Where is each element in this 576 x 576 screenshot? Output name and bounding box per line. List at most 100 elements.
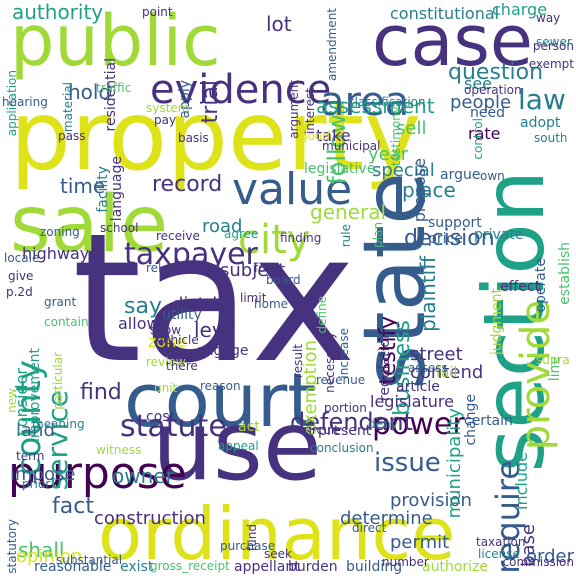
word-sale: sale <box>10 180 169 270</box>
word-shall: shall <box>18 538 65 562</box>
word-adopt: adopt <box>520 115 561 131</box>
word-classification: classification <box>348 95 426 109</box>
word-supra: supra <box>536 353 570 367</box>
word-authorize: authorize <box>422 559 488 575</box>
word-burden: burden <box>288 559 338 575</box>
word-traffic: traffic <box>96 81 132 95</box>
word-p-2d: p.2d <box>6 285 33 299</box>
word-hold: hold <box>68 80 112 104</box>
word-municipal: municipal <box>322 139 381 153</box>
word-meaning: meaning <box>32 417 85 431</box>
word-limit: limit <box>240 291 267 305</box>
word-prior: prior <box>22 477 51 491</box>
word-portion: portion <box>324 401 367 415</box>
word-increase: increase <box>337 328 351 379</box>
word-assessment: assessment <box>316 94 435 118</box>
word-rel: rel <box>146 261 162 275</box>
word-contend: contend <box>410 362 484 383</box>
word-plaintiff: plaintiff <box>416 256 440 332</box>
word-give: give <box>8 269 34 283</box>
word-charge: charge <box>492 0 548 19</box>
word-term: term <box>16 449 45 463</box>
word-agree: agree <box>224 227 259 241</box>
word-license: license <box>478 547 520 561</box>
word-taxpayer: taxpayer <box>124 237 258 272</box>
word-certain: certain <box>464 413 513 429</box>
word-contain: contain <box>44 315 89 329</box>
word-rate: rate <box>468 124 501 143</box>
word-argument: argument <box>287 80 301 139</box>
word-operation: operation <box>464 83 522 97</box>
word-grant: grant <box>44 295 77 309</box>
word-reason: reason <box>200 379 241 393</box>
word-property: property <box>10 80 421 192</box>
word-construction: construction <box>94 508 206 529</box>
word-district: district <box>172 294 235 315</box>
word-point: point <box>142 5 173 19</box>
word-pay: pay <box>154 113 177 127</box>
word-zone: zone <box>148 332 187 351</box>
word-statute: statute <box>120 409 227 444</box>
word-review: review <box>146 355 186 369</box>
word-seek: seek <box>264 547 292 561</box>
word-substantial: substantial <box>56 553 123 567</box>
word-particular: particular <box>51 352 65 410</box>
word-municipality: municipality <box>444 408 465 519</box>
word-facility: facility <box>95 166 111 213</box>
word-regulation: regulation <box>377 330 393 402</box>
word-issue: issue <box>374 448 441 478</box>
word-law: law <box>518 83 566 116</box>
word-take: take <box>316 126 351 145</box>
word-cost: cost <box>146 409 176 425</box>
word-case: case <box>372 0 533 82</box>
word-plan: plan <box>371 222 385 248</box>
word-city: city <box>238 217 311 263</box>
word-fact: fact <box>52 494 94 519</box>
word-value: value <box>232 164 353 215</box>
word-necessary: necessary <box>323 332 337 393</box>
word-basis: basis <box>178 131 209 145</box>
word-appeal: appeal <box>218 439 259 453</box>
word-appellant: appellant <box>234 559 300 575</box>
word-opinion: opinion <box>16 546 83 567</box>
word-defendant: defendant <box>290 408 413 436</box>
word-sewer: sewer <box>536 35 572 49</box>
word-purchase: purchase <box>220 539 276 553</box>
word-receive: receive <box>156 229 200 243</box>
word-gross-receipt: gross_receipt <box>150 559 230 573</box>
word-allow: allow <box>118 314 160 333</box>
word-school: school <box>100 221 139 235</box>
word-utility: utility <box>162 307 202 323</box>
word-present: present <box>318 423 372 439</box>
word-result: result <box>291 344 305 378</box>
word-define: define <box>315 296 329 334</box>
word-public: public <box>10 0 221 82</box>
word-permit: permit <box>390 532 450 553</box>
word-testimony: testimony <box>389 106 403 167</box>
word-hearing: hearing <box>2 95 48 109</box>
word-private: private <box>474 227 524 243</box>
word-pass: pass <box>58 129 86 143</box>
word-establish: establish <box>557 242 573 305</box>
word-see: see <box>464 74 493 93</box>
word-interest: interest <box>303 88 317 135</box>
word-home: home <box>254 297 289 311</box>
word-reasonable: reasonable <box>34 559 112 575</box>
word-zoning: zoning <box>40 225 80 239</box>
word-decision: decision <box>404 226 495 251</box>
word-street: street <box>410 344 463 365</box>
word-provision: provision <box>390 490 472 511</box>
word-control: control <box>471 118 485 160</box>
word-own: own <box>480 169 505 183</box>
word-determine: determine <box>340 508 433 529</box>
word-show: show <box>150 323 182 337</box>
word-ordinance: ordinance <box>98 492 456 576</box>
word-owner: owner <box>112 464 174 488</box>
word-amendment: amendment <box>325 8 339 82</box>
word-price: price <box>428 231 463 247</box>
word-exempt: exempt <box>528 57 574 71</box>
word-propose: propose <box>410 158 429 223</box>
word-power: power <box>372 407 465 442</box>
word-direct: direct <box>352 521 387 535</box>
